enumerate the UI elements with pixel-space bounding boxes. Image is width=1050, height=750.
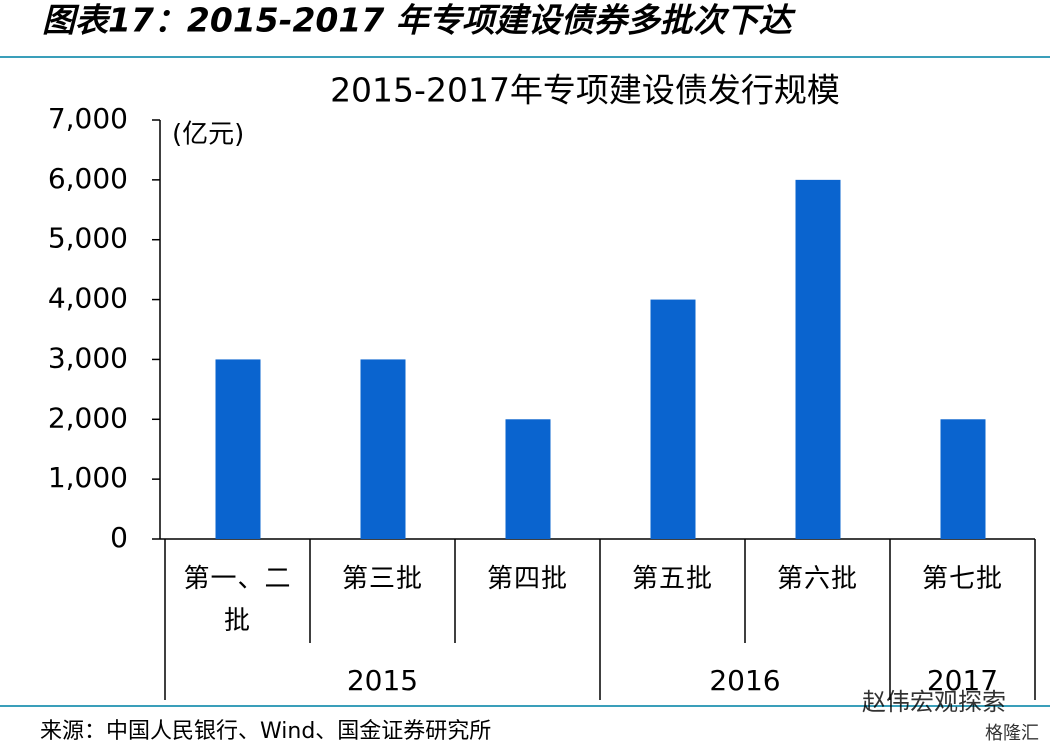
- y-tick-label: 1,000: [48, 461, 128, 494]
- source: 来源：中国人民银行、Wind、国金证券研究所: [40, 719, 491, 744]
- bar: [650, 299, 696, 539]
- bar: [360, 359, 406, 539]
- watermark: 赵伟宏观探索: [862, 688, 1006, 716]
- x-tick-label: 第五批: [631, 564, 713, 594]
- bar: [215, 359, 261, 539]
- x-tick-label: 第三批: [341, 564, 423, 594]
- group-label: 2017: [927, 664, 998, 697]
- y-tick-label: 2,000: [48, 401, 128, 434]
- bar: [795, 179, 841, 539]
- watermark-site: 格隆汇: [985, 723, 1039, 744]
- group-label: 2016: [709, 664, 780, 697]
- y-tick-label: 6,000: [48, 162, 128, 195]
- figure-title: 图表17：2015-2017 年专项建设债券多批次下达: [42, 1, 797, 40]
- y-tick-label: 0: [110, 521, 128, 554]
- x-tick-label: 第四批: [486, 564, 568, 594]
- y-tick-label: 5,000: [48, 222, 128, 255]
- bar: [940, 419, 986, 539]
- chart-title: 2015-2017年专项建设债发行规模: [330, 71, 840, 110]
- y-unit: (亿元): [172, 120, 244, 150]
- x-tick-label: 第六批: [776, 564, 858, 594]
- y-tick-label: 7,000: [48, 102, 128, 135]
- y-tick-label: 4,000: [48, 282, 128, 315]
- x-tick-label: 第七批: [921, 564, 1003, 594]
- x-tick-label: 第一、二批: [183, 564, 292, 636]
- bar: [505, 419, 551, 539]
- y-tick-label: 3,000: [48, 341, 128, 374]
- group-label: 2015: [347, 664, 418, 697]
